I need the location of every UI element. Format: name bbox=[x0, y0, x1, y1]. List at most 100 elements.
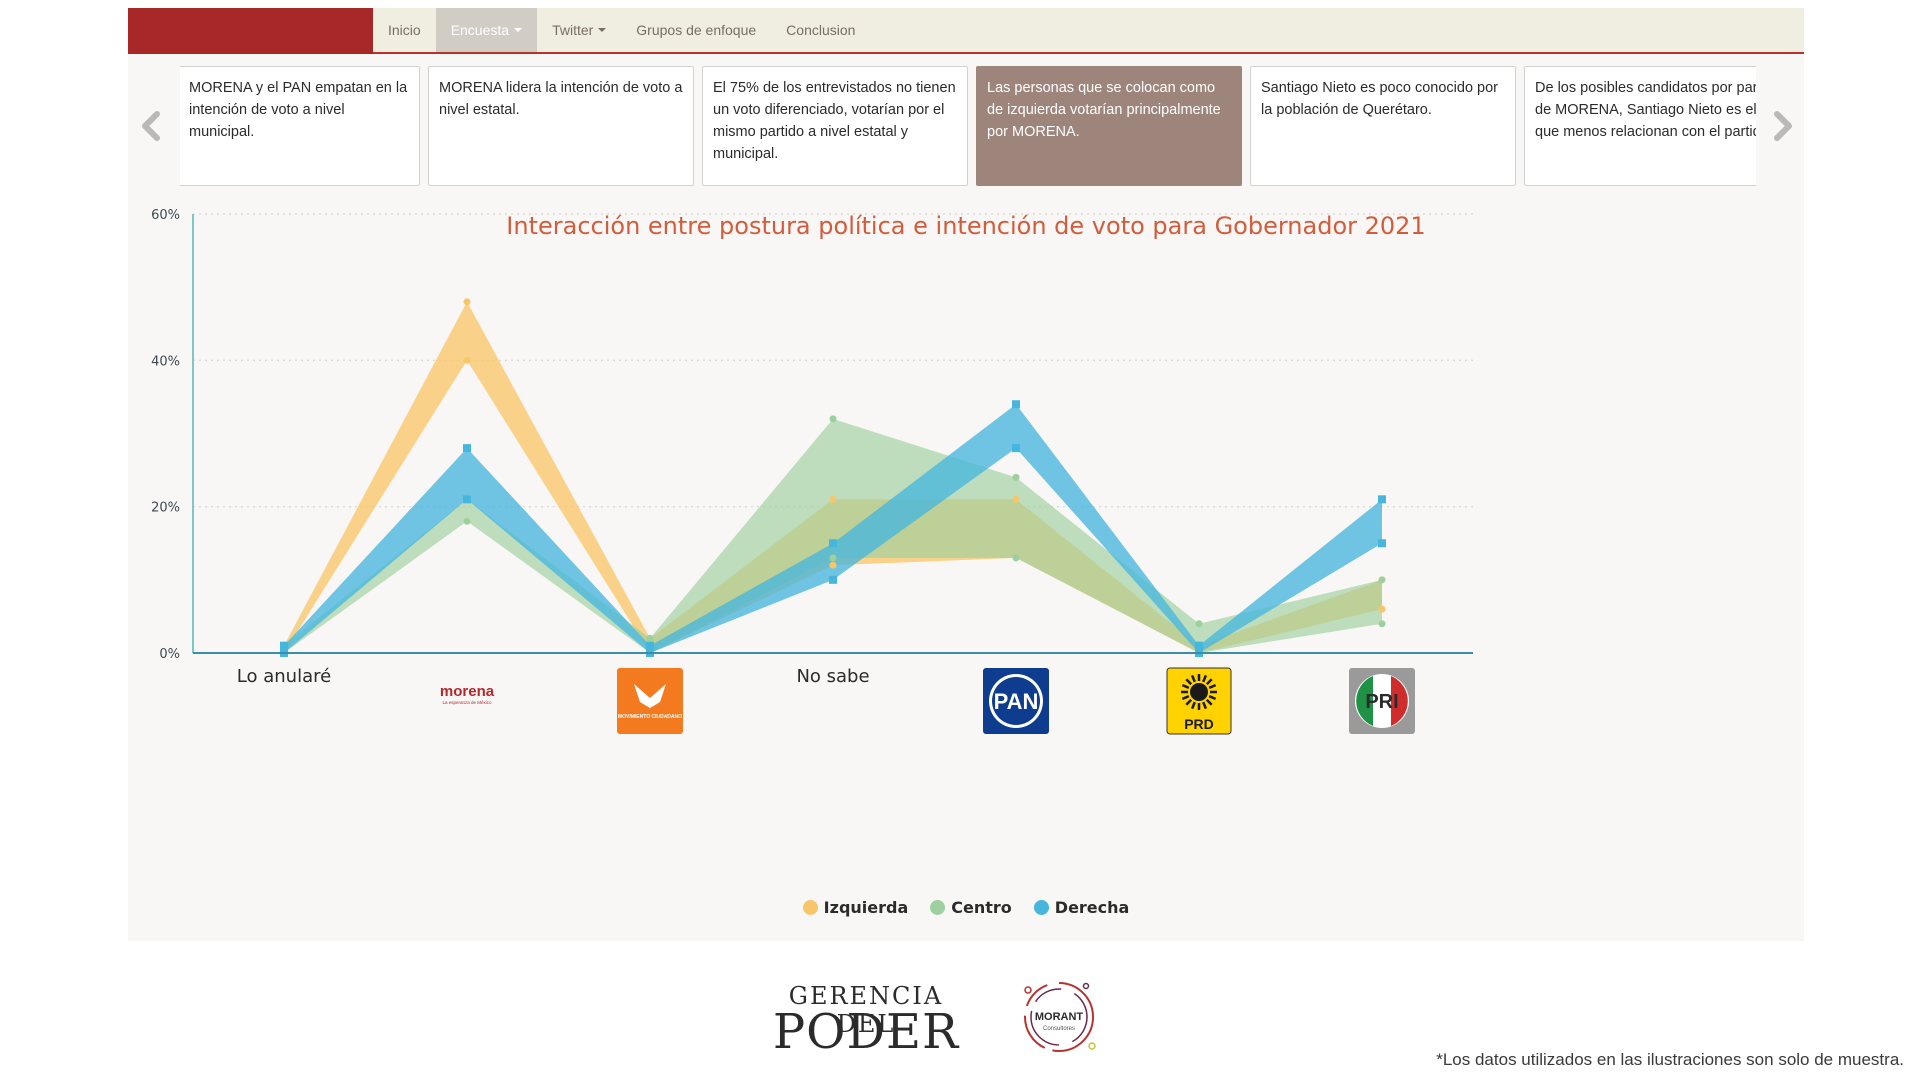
carousel-card[interactable]: De los posibles candidatos por parte de … bbox=[1524, 66, 1756, 186]
logo-part bbox=[1190, 701, 1196, 710]
carousel-next-button[interactable] bbox=[1764, 106, 1804, 146]
logo-text: morena bbox=[440, 683, 495, 700]
footnote: *Los datos utilizados en las ilustracion… bbox=[1436, 1050, 1904, 1069]
nav-item-label: Inicio bbox=[388, 22, 421, 38]
nav-menu: Inicio Encuesta Twitter Grupos de enfoqu… bbox=[373, 8, 870, 52]
logo-part bbox=[1185, 678, 1193, 686]
legend-swatch bbox=[802, 900, 818, 915]
data-point-upper bbox=[1378, 576, 1386, 584]
morant-logo: MORANT Consultores bbox=[1024, 982, 1096, 1052]
data-point-upper bbox=[1378, 495, 1386, 504]
data-point-upper bbox=[280, 641, 288, 650]
pan-logo-icon: PAN bbox=[983, 668, 1049, 734]
carousel-card-active[interactable]: Las personas que se colocan como de izqu… bbox=[976, 66, 1242, 186]
nav-item-encuesta[interactable]: Encuesta bbox=[435, 8, 538, 52]
chart-legend: Izquierda Centro Derecha bbox=[128, 898, 1804, 917]
logo-part bbox=[1356, 676, 1373, 726]
logo-text: GERENCIA DEL bbox=[788, 982, 944, 1038]
legend-item-izquierda[interactable]: Izquierda bbox=[802, 898, 909, 917]
chart-title: Interacción entre postura política e int… bbox=[506, 212, 1426, 240]
data-point-upper bbox=[646, 634, 654, 642]
nav-item-label: Twitter bbox=[552, 22, 594, 38]
logo-part bbox=[1190, 683, 1208, 701]
data-point-lower bbox=[463, 356, 471, 364]
data-point-upper bbox=[829, 495, 837, 503]
data-point-lower bbox=[1012, 444, 1020, 453]
logo-text: PRI bbox=[1365, 691, 1398, 713]
logo-text: MOVIMIENTO CIUDADANO bbox=[618, 714, 682, 720]
app-frame: Inicio Encuesta Twitter Grupos de enfoqu… bbox=[128, 8, 1804, 941]
caret-down-icon bbox=[598, 28, 607, 32]
data-point-lower bbox=[829, 561, 837, 569]
logo-subtext: La esperanza de México bbox=[442, 700, 492, 705]
logo-text: PAN bbox=[994, 689, 1039, 714]
gerencia-del-poder-logo: GERENCIA DEL PODER bbox=[768, 982, 964, 1062]
logo-part bbox=[1391, 676, 1408, 726]
carousel-prev-button[interactable] bbox=[130, 106, 170, 146]
logo-part bbox=[1202, 674, 1208, 683]
y-tick-label: 0% bbox=[159, 647, 180, 662]
logo-part bbox=[1202, 701, 1208, 710]
legend-item-derecha[interactable]: Derecha bbox=[1033, 898, 1130, 917]
data-point-lower bbox=[1378, 539, 1386, 548]
legend-label: Izquierda bbox=[823, 898, 909, 917]
insight-carousel: MORENA y el PAN empatan en la intención … bbox=[128, 66, 1804, 186]
logo-part bbox=[634, 684, 666, 708]
data-point-upper bbox=[829, 415, 837, 423]
logo-part bbox=[1205, 678, 1213, 686]
y-tick-label: 60% bbox=[151, 208, 180, 223]
data-point-lower bbox=[829, 575, 837, 584]
logo-text: PODER bbox=[772, 1004, 960, 1060]
chevron-right-icon bbox=[1774, 111, 1792, 141]
data-point-lower bbox=[463, 517, 471, 525]
logo-part bbox=[1208, 695, 1217, 701]
x-category-label: Lo anularé bbox=[237, 666, 331, 687]
nav-item-twitter[interactable]: Twitter bbox=[537, 8, 621, 52]
carousel-card[interactable]: Santiago Nieto es poco conocido por la p… bbox=[1250, 66, 1516, 186]
data-point-lower bbox=[463, 495, 471, 504]
legend-label: Centro bbox=[951, 898, 1012, 917]
carousel-card[interactable]: MORENA y el PAN empatan en la intención … bbox=[180, 66, 420, 186]
data-point-lower bbox=[1378, 620, 1386, 628]
nav-item-grupos-de-enfoque[interactable]: Grupos de enfoque bbox=[621, 8, 771, 52]
data-point-upper bbox=[1195, 641, 1203, 650]
x-category-label: No sabe bbox=[796, 666, 869, 687]
series-band-derecha bbox=[284, 404, 1382, 653]
carousel-card[interactable]: El 75% de los entrevistados no tienen un… bbox=[702, 66, 968, 186]
logo-part bbox=[1190, 674, 1196, 683]
logo-part bbox=[1185, 698, 1193, 706]
carousel-card[interactable]: MORENA lidera la intención de voto a niv… bbox=[428, 66, 694, 186]
nav-item-conclusion[interactable]: Conclusion bbox=[771, 8, 870, 52]
logo-part bbox=[1181, 695, 1190, 701]
series-band-centro bbox=[284, 418, 1382, 653]
brand-block[interactable] bbox=[128, 8, 373, 54]
data-point-lower bbox=[1378, 605, 1386, 613]
top-navbar: Inicio Encuesta Twitter Grupos de enfoqu… bbox=[128, 8, 1804, 54]
y-tick-label: 20% bbox=[151, 501, 180, 516]
legend-swatch bbox=[1033, 900, 1049, 915]
legend-item-centro[interactable]: Centro bbox=[930, 898, 1012, 917]
data-point-upper bbox=[1012, 473, 1020, 481]
nav-item-label: Conclusion bbox=[786, 22, 856, 38]
data-point-upper bbox=[1012, 495, 1020, 503]
prd-logo-icon: PRD bbox=[1166, 667, 1232, 735]
carousel-viewport: MORENA y el PAN empatan en la intención … bbox=[180, 66, 1756, 186]
data-point-upper bbox=[1195, 620, 1203, 628]
logo-text: PRD bbox=[1184, 716, 1214, 732]
y-tick-label: 40% bbox=[151, 354, 180, 369]
logo-part bbox=[1205, 698, 1213, 706]
nav-item-inicio[interactable]: Inicio bbox=[373, 8, 436, 52]
data-point-upper bbox=[829, 539, 837, 548]
logo-subtext: Consultores bbox=[1043, 1026, 1075, 1032]
data-point-lower bbox=[1012, 554, 1020, 562]
nav-item-label: Grupos de enfoque bbox=[636, 22, 757, 38]
pri-logo-icon: PRI bbox=[1349, 668, 1415, 734]
nav-item-label: Encuesta bbox=[450, 22, 510, 38]
caret-down-icon bbox=[514, 28, 523, 32]
logo-part bbox=[1208, 683, 1217, 689]
data-point-lower bbox=[829, 554, 837, 562]
data-point-upper bbox=[1012, 400, 1020, 409]
legend-label: Derecha bbox=[1054, 898, 1130, 917]
